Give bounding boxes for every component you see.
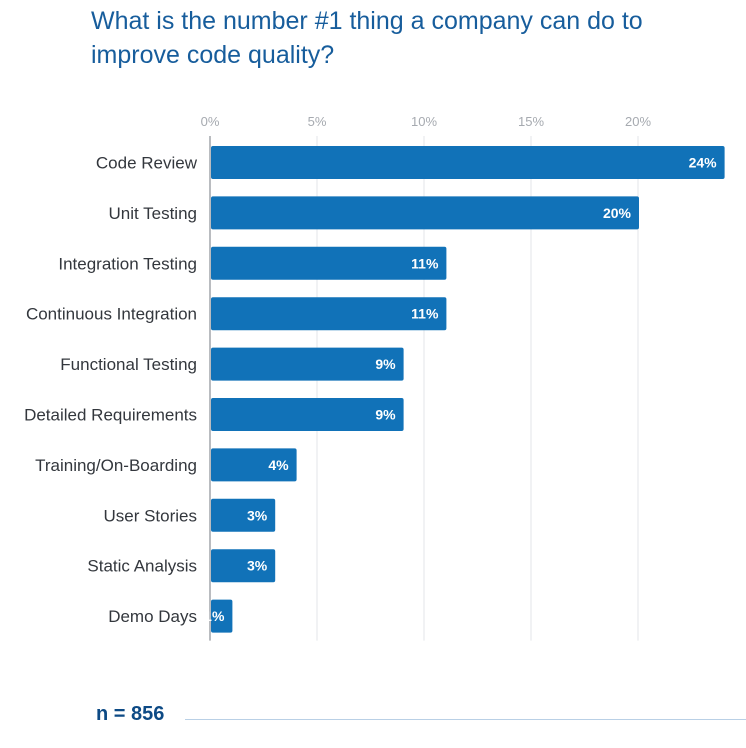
data-label: 20% [603,205,632,221]
chart-title: What is the number #1 thing a company ca… [91,4,711,72]
data-label: 4% [268,457,289,473]
data-label: 1% [204,608,225,624]
x-tick-label: 10% [411,114,437,129]
category-label: Training/On-Boarding [35,456,197,475]
x-tick-label: 20% [625,114,651,129]
data-label: 11% [411,306,439,322]
category-label: User Stories [103,506,197,525]
data-label: 9% [375,407,396,423]
data-label: 3% [247,507,268,523]
data-label: 11% [411,255,439,271]
bar-chart: 0% 5% 10% 15% 20% Code Review 24% Unit Testing 2… [0,100,746,645]
bar [211,146,725,179]
category-label: Integration Testing [58,254,197,273]
data-label: 3% [247,558,268,574]
x-tick-label: 15% [518,114,544,129]
category-label: Continuous Integration [26,305,197,324]
category-label: Functional Testing [60,355,197,374]
category-label: Code Review [96,154,198,173]
data-label: 9% [375,356,396,372]
x-tick-label: 5% [308,114,327,129]
sample-size-label: n = 856 [96,703,164,726]
bar [211,196,639,229]
category-label: Static Analysis [87,557,197,576]
category-label: Demo Days [108,607,197,626]
footer-divider [185,719,746,720]
x-tick-label: 0% [201,114,220,129]
data-label: 24% [689,155,718,171]
category-label: Unit Testing [108,204,197,223]
category-label: Detailed Requirements [24,406,197,425]
